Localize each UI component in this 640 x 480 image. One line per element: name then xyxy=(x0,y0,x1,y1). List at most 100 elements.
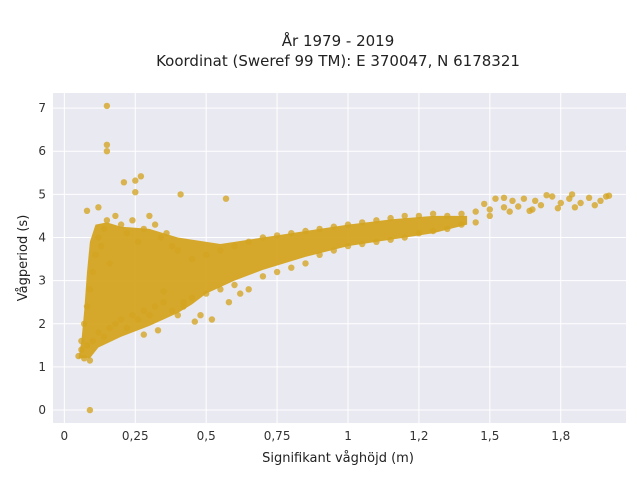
data-point xyxy=(78,337,85,345)
data-point xyxy=(103,148,111,155)
x-tick-label: 1,8 xyxy=(551,429,570,443)
data-point xyxy=(81,320,88,327)
data-point xyxy=(359,219,366,226)
data-point xyxy=(154,327,162,334)
data-point xyxy=(571,204,579,211)
data-point xyxy=(117,316,125,323)
data-point xyxy=(86,357,94,364)
data-point xyxy=(92,251,99,258)
data-point xyxy=(174,312,181,319)
data-point xyxy=(554,205,562,212)
data-point xyxy=(177,191,184,198)
data-point xyxy=(387,236,394,243)
data-point xyxy=(330,247,337,254)
data-point xyxy=(537,202,545,209)
y-axis-label: Vågperiod (s) xyxy=(16,215,31,302)
data-point xyxy=(288,264,295,271)
data-point xyxy=(117,221,125,228)
data-point xyxy=(174,247,181,254)
x-tick-label: 0,75 xyxy=(264,429,291,443)
data-point xyxy=(140,225,147,233)
x-axis-ticks: 0 0,25 0,5 0,75 1 1,2 1,5 1,8 xyxy=(61,429,571,443)
data-point xyxy=(157,234,164,241)
x-tick-label: 0,25 xyxy=(122,429,149,443)
data-point xyxy=(132,177,139,184)
data-point xyxy=(577,199,584,207)
data-point xyxy=(168,307,176,314)
data-point xyxy=(458,210,465,217)
data-point xyxy=(532,197,539,204)
x-tick-label: 1,2 xyxy=(409,429,428,443)
data-point xyxy=(106,324,113,332)
y-axis-ticks: 0 1 2 3 4 5 6 7 xyxy=(38,101,46,417)
data-point xyxy=(140,331,147,338)
data-point xyxy=(217,247,224,254)
data-point xyxy=(160,288,167,295)
data-point xyxy=(344,242,352,250)
data-point xyxy=(188,294,196,302)
x-tick-label: 0 xyxy=(61,429,69,443)
data-point xyxy=(500,204,508,211)
data-point xyxy=(95,204,102,211)
y-tick-label: 1 xyxy=(38,360,46,374)
data-point xyxy=(543,192,550,199)
data-point xyxy=(120,179,128,186)
data-point xyxy=(180,299,187,306)
x-tick-label: 1,5 xyxy=(480,429,499,443)
data-point xyxy=(134,316,142,323)
data-point xyxy=(112,212,119,220)
data-point xyxy=(359,240,366,248)
data-point xyxy=(472,219,479,226)
y-tick-label: 5 xyxy=(38,187,46,201)
data-point xyxy=(140,307,147,314)
data-point xyxy=(231,281,238,289)
chart-title-line1: År 1979 - 2019 xyxy=(282,31,395,50)
data-point xyxy=(89,268,96,276)
y-tick-label: 6 xyxy=(38,144,46,158)
x-tick-label: 0,5 xyxy=(197,429,216,443)
data-point xyxy=(83,207,91,214)
y-tick-label: 0 xyxy=(38,403,46,417)
data-point xyxy=(401,212,408,220)
data-point xyxy=(486,206,493,213)
data-point xyxy=(168,242,176,250)
data-point xyxy=(486,212,493,220)
data-point xyxy=(492,195,499,202)
x-axis-label: Signifikant våghöjd (m) xyxy=(262,451,414,466)
data-point xyxy=(123,324,130,332)
data-point xyxy=(231,242,238,250)
chart-title-line2: Koordinat (Sweref 99 TM): E 370047, N 61… xyxy=(156,52,520,70)
data-point xyxy=(500,194,508,201)
data-point xyxy=(585,194,593,201)
y-tick-label: 3 xyxy=(38,274,46,288)
data-point xyxy=(86,286,94,293)
data-point xyxy=(83,342,91,349)
data-point xyxy=(137,173,145,180)
data-point xyxy=(259,234,267,241)
data-point xyxy=(373,217,380,224)
data-point xyxy=(81,355,88,362)
data-point xyxy=(273,232,281,239)
data-point xyxy=(146,312,153,319)
data-point xyxy=(401,234,408,241)
data-point xyxy=(605,192,613,199)
data-point xyxy=(106,260,113,267)
data-point xyxy=(288,230,295,237)
data-point xyxy=(83,303,91,310)
data-point xyxy=(146,212,153,220)
data-point xyxy=(344,221,352,228)
data-point xyxy=(191,318,198,325)
data-point xyxy=(245,286,252,293)
data-point xyxy=(237,290,244,297)
data-point xyxy=(481,200,488,208)
data-point xyxy=(472,208,479,215)
data-point xyxy=(222,195,230,202)
data-point xyxy=(123,230,130,237)
data-point xyxy=(591,202,598,209)
data-point xyxy=(387,214,394,222)
data-point xyxy=(549,193,556,200)
data-point xyxy=(188,255,196,263)
data-point xyxy=(597,197,604,204)
data-point xyxy=(444,212,451,220)
data-point xyxy=(568,191,576,198)
